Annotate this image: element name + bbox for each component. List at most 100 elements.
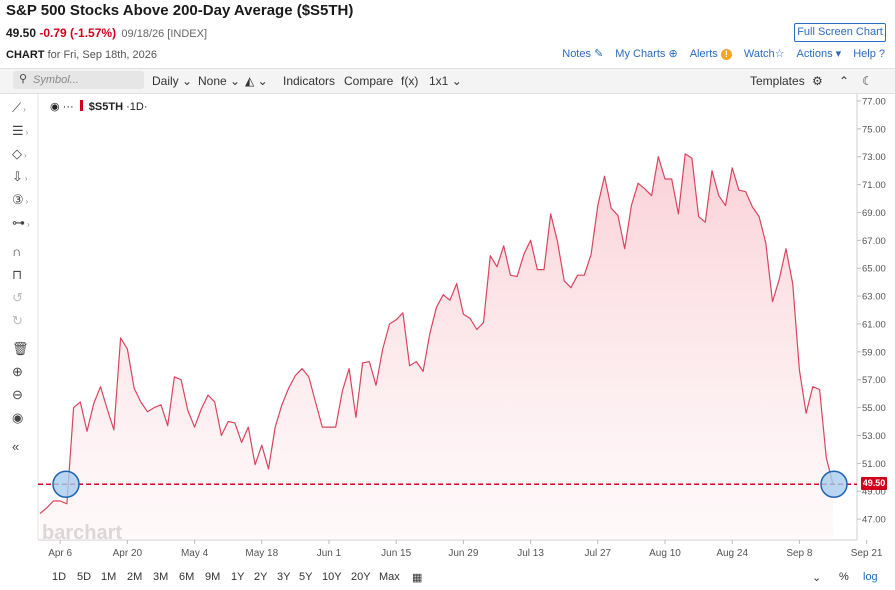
y-tick-label: 75.00: [862, 124, 886, 135]
log-toggle[interactable]: log: [863, 571, 878, 583]
series-symbol: $S5TH: [88, 101, 124, 113]
pattern-tool-icon[interactable]: ⊶ ›: [12, 215, 30, 230]
indicators-button[interactable]: Indicators: [283, 74, 336, 88]
collapse-panel-icon[interactable]: «: [12, 439, 20, 454]
x-tick-label: Jul 13: [517, 548, 544, 559]
chart-for-date: for Fri, Sep 18th, 2026: [47, 49, 158, 61]
y-tick-label: 57.00: [862, 375, 886, 386]
fibonacci-tool-icon[interactable]: ☰ ›: [12, 123, 29, 138]
trash-icon[interactable]: 🗑: [12, 341, 29, 356]
series-area-fill: [40, 153, 833, 540]
x-tick-label: May 18: [245, 548, 278, 559]
trendline-tool-icon[interactable]: ⟋ ›: [12, 100, 26, 115]
series-line: [39, 153, 834, 514]
scroll-down-icon[interactable]: ⌄: [812, 572, 822, 584]
help-icon: ?: [878, 47, 885, 60]
eye-icon[interactable]: ◉: [50, 101, 60, 113]
y-tick-label: 73.00: [862, 152, 886, 163]
zoom-in-icon[interactable]: ⊕: [12, 364, 23, 379]
search-icon: ⚲: [19, 73, 28, 85]
overlay-dropdown[interactable]: None ⌄: [198, 74, 240, 88]
star-icon: ☆: [774, 48, 785, 60]
series-period: ·1D·: [126, 101, 148, 113]
zoom-out-icon[interactable]: ⊖: [12, 387, 23, 402]
price-chart[interactable]: barchart 47.0049.0051.0053.0055.0057.005…: [0, 94, 895, 564]
last-price-tag: 49.50: [861, 477, 887, 491]
watch-link[interactable]: Watch☆: [744, 47, 785, 60]
x-tick-label: Sep 21: [851, 548, 883, 559]
range-10y[interactable]: 10Y: [322, 571, 342, 583]
redo-icon[interactable]: ↻: [12, 313, 23, 328]
percent-toggle[interactable]: %: [839, 571, 849, 583]
magnet-icon[interactable]: ∩: [12, 244, 22, 259]
fx-button[interactable]: f(x): [401, 74, 419, 88]
compare-button[interactable]: Compare: [344, 74, 394, 88]
x-tick-label: Jul 27: [584, 548, 611, 559]
chart-label: CHART: [6, 49, 45, 61]
templates-button[interactable]: Templates: [750, 74, 805, 88]
symbol-search-input[interactable]: ⚲ Symbol...: [13, 71, 144, 89]
layout-label: 1x1: [429, 74, 449, 88]
right-marker-circle: [820, 470, 848, 498]
y-tick-label: 67.00: [862, 236, 886, 247]
notes-label: Notes: [562, 48, 591, 60]
more-icon[interactable]: ···: [62, 101, 74, 113]
collapse-icon[interactable]: ⌃: [839, 74, 850, 88]
alert-icon: !: [720, 48, 732, 60]
my-charts-link[interactable]: My Charts ⊕: [615, 47, 677, 60]
full-screen-chart-button[interactable]: Full Screen Chart: [794, 23, 886, 42]
range-1y[interactable]: 1Y: [231, 571, 245, 583]
arrow-tool-icon[interactable]: ⇩ ›: [12, 169, 28, 184]
alerts-link[interactable]: Alerts !: [690, 48, 732, 60]
range-20y[interactable]: 20Y: [351, 571, 371, 583]
chart-toolbar: ⚲ Symbol... Daily ⌄ None ⌄ ◭ ⌄ Indicator…: [0, 68, 895, 94]
last-price: 49.50: [6, 26, 37, 40]
calendar-icon[interactable]: ▦: [412, 572, 423, 584]
x-tick-label: Jun 15: [381, 548, 411, 559]
help-link[interactable]: Help ?: [853, 48, 885, 60]
range-5y[interactable]: 5Y: [299, 571, 313, 583]
range-6m[interactable]: 6M: [179, 571, 195, 583]
chart-type-dropdown[interactable]: ◭ ⌄: [245, 74, 268, 88]
area-chart-icon: ◭: [245, 74, 255, 88]
watch-label: Watch: [743, 48, 775, 60]
count-tool-icon[interactable]: ③ ›: [12, 192, 29, 207]
range-2m[interactable]: 2M: [127, 571, 143, 583]
y-tick-label: 59.00: [862, 347, 886, 358]
actions-menu[interactable]: Actions ▾: [797, 47, 842, 60]
y-tick-label: 65.00: [862, 264, 886, 275]
shapes-tool-icon[interactable]: ◇ ›: [12, 146, 27, 161]
help-label: Help: [853, 47, 876, 60]
range-1d[interactable]: 1D: [52, 571, 67, 583]
y-tick-label: 69.00: [862, 208, 886, 219]
actions-label: Actions: [796, 48, 833, 60]
undo-icon[interactable]: ↺: [12, 290, 23, 305]
range-2y[interactable]: 2Y: [254, 571, 268, 583]
eye-icon[interactable]: ◉: [12, 410, 24, 425]
interval-label: Daily: [152, 74, 179, 88]
page-title: S&P 500 Stocks Above 200-Day Average ($S…: [6, 2, 354, 19]
dark-mode-icon[interactable]: ☾: [862, 74, 873, 88]
range-9m[interactable]: 9M: [205, 571, 221, 583]
symbol-placeholder: Symbol...: [33, 74, 79, 86]
notes-link[interactable]: Notes ✎: [562, 47, 603, 60]
caret-down-icon: ▾: [835, 48, 842, 60]
interval-dropdown[interactable]: Daily ⌄: [152, 74, 192, 88]
gear-icon[interactable]: ⚙: [812, 74, 823, 88]
y-tick-label: 77.00: [862, 96, 886, 107]
top-links: Notes ✎ My Charts ⊕ Alerts ! Watch☆ Acti…: [562, 47, 885, 61]
range-3m[interactable]: 3M: [153, 571, 169, 583]
layout-dropdown[interactable]: 1x1 ⌄: [429, 74, 462, 88]
alerts-label: Alerts: [689, 47, 718, 60]
range-max[interactable]: Max: [379, 571, 400, 583]
x-tick-label: May 4: [181, 548, 209, 559]
range-bar: 1D 5D 1M 2M 3M 6M 9M 1Y 2Y 3Y 5Y 10Y 20Y…: [0, 568, 895, 588]
x-tick-label: Jun 29: [448, 548, 478, 559]
range-3y[interactable]: 3Y: [277, 571, 291, 583]
y-tick-label: 47.00: [862, 515, 886, 526]
range-1m[interactable]: 1M: [101, 571, 117, 583]
price-summary: 49.50 -0.79 (-1.57%) 09/18/26 [INDEX]: [6, 26, 207, 40]
range-5d[interactable]: 5D: [77, 571, 92, 583]
my-charts-label: My Charts: [615, 48, 666, 60]
lock-icon[interactable]: ⊓: [12, 267, 23, 282]
